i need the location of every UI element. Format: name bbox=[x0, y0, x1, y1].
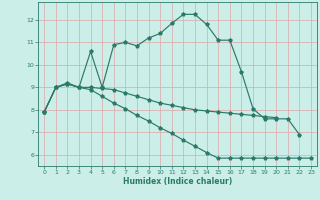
X-axis label: Humidex (Indice chaleur): Humidex (Indice chaleur) bbox=[123, 177, 232, 186]
